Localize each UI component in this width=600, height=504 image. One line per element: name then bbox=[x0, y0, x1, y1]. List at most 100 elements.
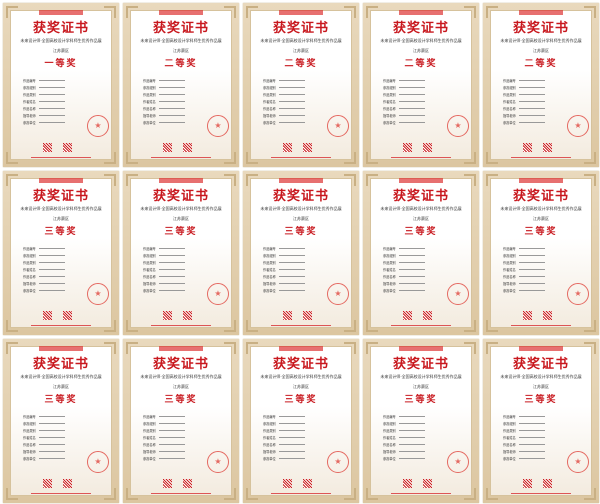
field-row: 指导老师 bbox=[503, 448, 589, 455]
certificate-title: 获奖证书 bbox=[512, 357, 569, 372]
region: 江苏赛区 bbox=[533, 384, 549, 389]
qr-code-icon bbox=[163, 143, 172, 152]
award-level: 二等奖 bbox=[284, 59, 318, 69]
award-certificate: 获奖证书 未来设计师·全国高校设计学科师生优秀作品展 江苏赛区 三等奖 作品编号… bbox=[483, 171, 599, 335]
certificate-subtitle: 未来设计师·全国高校设计学科师生优秀作品展 bbox=[380, 374, 462, 379]
field-row: 参赛组别 bbox=[143, 252, 229, 259]
qr-code-icon bbox=[183, 311, 192, 320]
field-row: 作者姓名 bbox=[143, 98, 229, 105]
award-certificate: 获奖证书 未来设计师·全国高校设计学科师生优秀作品展 江苏赛区 三等奖 作品编号… bbox=[123, 171, 239, 335]
field-row: 作品类别 bbox=[383, 91, 469, 98]
certificate-fields: 作品编号 参赛组别 作品类别 作者姓名 作品名称 指导老师 参赛单位 bbox=[143, 413, 229, 462]
field-row: 参赛组别 bbox=[503, 420, 589, 427]
field-row: 参赛组别 bbox=[383, 84, 469, 91]
footer-line bbox=[31, 324, 91, 326]
field-row: 作品名称 bbox=[503, 441, 589, 448]
field-row: 作品编号 bbox=[143, 413, 229, 420]
award-level: 三等奖 bbox=[164, 395, 198, 405]
region: 江苏赛区 bbox=[53, 384, 69, 389]
region: 江苏赛区 bbox=[533, 48, 549, 53]
field-row: 指导老师 bbox=[23, 280, 109, 287]
certificate-title: 获奖证书 bbox=[512, 189, 569, 204]
qr-code-icon bbox=[163, 311, 172, 320]
qr-code-icon bbox=[403, 143, 412, 152]
certificate-title: 获奖证书 bbox=[32, 189, 89, 204]
field-row: 参赛单位 bbox=[23, 119, 109, 126]
field-row: 作者姓名 bbox=[503, 434, 589, 441]
field-row: 参赛组别 bbox=[503, 84, 589, 91]
field-row: 参赛单位 bbox=[143, 119, 229, 126]
certificate-fields: 作品编号 参赛组别 作品类别 作者姓名 作品名称 指导老师 参赛单位 bbox=[383, 245, 469, 294]
field-row: 参赛组别 bbox=[23, 252, 109, 259]
region: 江苏赛区 bbox=[413, 384, 429, 389]
certificate-title: 获奖证书 bbox=[32, 357, 89, 372]
field-row: 作者姓名 bbox=[263, 98, 349, 105]
footer-line bbox=[271, 324, 331, 326]
footer-line bbox=[271, 492, 331, 494]
award-certificate: 获奖证书 未来设计师·全国高校设计学科师生优秀作品展 江苏赛区 三等奖 作品编号… bbox=[243, 171, 359, 335]
certificate-subtitle: 未来设计师·全国高校设计学科师生优秀作品展 bbox=[500, 206, 582, 211]
field-row: 作品名称 bbox=[23, 273, 109, 280]
footer-line bbox=[31, 156, 91, 158]
award-level: 三等奖 bbox=[284, 395, 318, 405]
region: 江苏赛区 bbox=[413, 216, 429, 221]
field-row: 作品名称 bbox=[23, 105, 109, 112]
field-row: 参赛单位 bbox=[263, 287, 349, 294]
certificate-title: 获奖证书 bbox=[272, 357, 329, 372]
field-row: 参赛单位 bbox=[503, 455, 589, 462]
field-row: 作者姓名 bbox=[23, 98, 109, 105]
certificate-title: 获奖证书 bbox=[152, 357, 209, 372]
qr-code-icon bbox=[403, 311, 412, 320]
qr-code-icon bbox=[423, 479, 432, 488]
field-row: 作品名称 bbox=[263, 441, 349, 448]
qr-code-icon bbox=[303, 143, 312, 152]
field-row: 作品编号 bbox=[383, 245, 469, 252]
qr-code-icon bbox=[183, 143, 192, 152]
field-row: 参赛单位 bbox=[383, 119, 469, 126]
field-row: 作品编号 bbox=[23, 77, 109, 84]
award-certificate: 获奖证书 未来设计师·全国高校设计学科师生优秀作品展 江苏赛区 二等奖 作品编号… bbox=[483, 3, 599, 167]
field-row: 指导老师 bbox=[383, 280, 469, 287]
field-row: 作品编号 bbox=[263, 77, 349, 84]
award-certificate: 获奖证书 未来设计师·全国高校设计学科师生优秀作品展 江苏赛区 二等奖 作品编号… bbox=[363, 3, 479, 167]
award-level: 三等奖 bbox=[284, 227, 318, 237]
qr-code-icon bbox=[43, 311, 52, 320]
field-row: 作品编号 bbox=[263, 413, 349, 420]
event-logo bbox=[159, 10, 203, 15]
award-level: 三等奖 bbox=[44, 227, 78, 237]
star-seal-icon: ★ bbox=[207, 283, 229, 305]
event-logo bbox=[159, 178, 203, 183]
region: 江苏赛区 bbox=[53, 216, 69, 221]
field-row: 作者姓名 bbox=[263, 266, 349, 273]
field-row: 参赛组别 bbox=[383, 252, 469, 259]
award-certificate: 获奖证书 未来设计师·全国高校设计学科师生优秀作品展 江苏赛区 三等奖 作品编号… bbox=[243, 339, 359, 503]
field-row: 参赛组别 bbox=[143, 420, 229, 427]
field-row: 参赛组别 bbox=[263, 420, 349, 427]
certificate-fields: 作品编号 参赛组别 作品类别 作者姓名 作品名称 指导老师 参赛单位 bbox=[143, 245, 229, 294]
star-seal-icon: ★ bbox=[447, 451, 469, 473]
field-row: 指导老师 bbox=[503, 112, 589, 119]
field-row: 指导老师 bbox=[503, 280, 589, 287]
footer-line bbox=[151, 492, 211, 494]
field-row: 参赛单位 bbox=[23, 455, 109, 462]
certificate-grid: 获奖证书 未来设计师·全国高校设计学科师生优秀作品展 江苏赛区 一等奖 作品编号… bbox=[3, 3, 599, 503]
star-seal-icon: ★ bbox=[567, 283, 589, 305]
certificate-fields: 作品编号 参赛组别 作品类别 作者姓名 作品名称 指导老师 参赛单位 bbox=[383, 413, 469, 462]
award-level: 三等奖 bbox=[404, 227, 438, 237]
qr-code-icon bbox=[283, 311, 292, 320]
field-row: 作品类别 bbox=[143, 259, 229, 266]
certificate-subtitle: 未来设计师·全国高校设计学科师生优秀作品展 bbox=[20, 374, 102, 379]
field-row: 作品类别 bbox=[263, 427, 349, 434]
qr-code-icon bbox=[183, 479, 192, 488]
field-row: 作者姓名 bbox=[383, 98, 469, 105]
certificate-subtitle: 未来设计师·全国高校设计学科师生优秀作品展 bbox=[140, 206, 222, 211]
star-seal-icon: ★ bbox=[567, 451, 589, 473]
event-logo bbox=[159, 346, 203, 351]
certificate-fields: 作品编号 参赛组别 作品类别 作者姓名 作品名称 指导老师 参赛单位 bbox=[23, 245, 109, 294]
qr-code-icon bbox=[283, 143, 292, 152]
field-row: 指导老师 bbox=[383, 448, 469, 455]
field-row: 作品名称 bbox=[503, 273, 589, 280]
region: 江苏赛区 bbox=[293, 216, 309, 221]
footer-line bbox=[391, 324, 451, 326]
certificate-fields: 作品编号 参赛组别 作品类别 作者姓名 作品名称 指导老师 参赛单位 bbox=[23, 413, 109, 462]
